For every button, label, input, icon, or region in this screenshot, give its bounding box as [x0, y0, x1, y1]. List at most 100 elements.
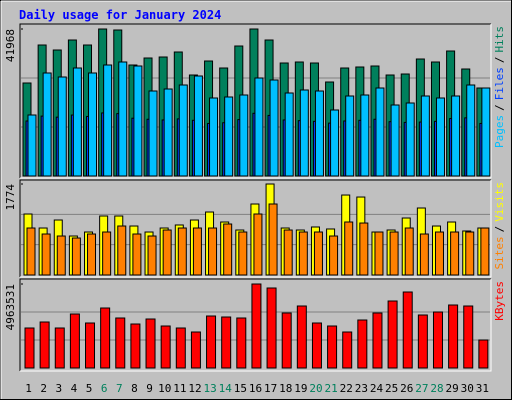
bar: [254, 77, 264, 177]
bar: [251, 283, 262, 369]
bar: [268, 203, 278, 276]
legend-entry: Pages: [493, 115, 506, 148]
bar: [160, 325, 171, 369]
bar: [148, 90, 158, 177]
bar: [72, 67, 82, 177]
legend: Pages / Files / Hits: [493, 26, 506, 148]
bar: [193, 75, 203, 177]
bar: [451, 95, 461, 177]
bar: [313, 231, 323, 276]
bar: [87, 233, 97, 276]
bar: [221, 316, 232, 369]
bar: [465, 231, 475, 276]
panel-bevel: [20, 180, 492, 278]
bar: [41, 233, 51, 276]
bar: [448, 304, 459, 369]
x-tick-label: 10: [158, 382, 171, 395]
bar: [466, 84, 476, 177]
bar: [266, 287, 277, 369]
x-tick-label: 19: [294, 382, 307, 395]
legend: Sites / Visits: [493, 182, 506, 270]
bar: [175, 327, 186, 369]
bar: [481, 87, 491, 177]
bar: [163, 88, 173, 177]
bar: [390, 104, 400, 177]
bar: [387, 300, 398, 369]
x-tick-label: 2: [40, 382, 47, 395]
y-tick-label: 1774: [4, 184, 17, 211]
bar: [39, 321, 50, 369]
bar: [209, 97, 219, 177]
x-tick-label: 7: [116, 382, 123, 395]
bar: [311, 322, 322, 369]
x-tick-label: 4: [71, 382, 78, 395]
bar: [342, 331, 353, 369]
bar: [478, 339, 489, 369]
bar: [224, 96, 234, 177]
x-tick-label: 11: [173, 382, 186, 395]
bar: [103, 64, 113, 177]
bar: [190, 331, 201, 369]
legend-entry: Visits: [493, 182, 506, 222]
x-tick-label: 23: [355, 382, 368, 395]
bar: [117, 225, 127, 276]
x-tick-label: 18: [279, 382, 292, 395]
x-tick-label: 22: [340, 382, 353, 395]
bar: [145, 318, 156, 369]
x-tick-label: 1: [25, 382, 32, 395]
x-tick-label: 9: [146, 382, 153, 395]
panel-bevel: [19, 23, 491, 178]
bar: [357, 319, 368, 369]
x-tick-label: 21: [325, 382, 338, 395]
bar: [420, 95, 430, 177]
bar: [147, 235, 157, 276]
bar: [162, 229, 172, 276]
bar: [463, 305, 474, 369]
legend-separator: /: [493, 104, 506, 111]
bar: [54, 327, 65, 369]
bar: [374, 231, 384, 276]
legend-entry: Sites: [493, 236, 506, 269]
bar: [85, 322, 96, 369]
bar: [238, 231, 248, 276]
bar: [450, 231, 460, 276]
bar: [223, 223, 233, 276]
bar: [432, 311, 443, 369]
bar: [345, 95, 355, 177]
bar: [208, 227, 218, 276]
bar: [298, 231, 308, 276]
bar: [71, 237, 81, 276]
y-tick-label: 41968: [4, 29, 17, 62]
bar: [253, 213, 263, 276]
bar: [56, 235, 66, 276]
bar: [405, 102, 415, 177]
panel-bevel: [20, 24, 492, 179]
bar: [417, 314, 428, 369]
x-tick-label: 13: [203, 382, 216, 395]
legend-entry: Hits: [493, 26, 506, 53]
x-tick-label: 30: [461, 382, 474, 395]
bar: [360, 94, 370, 177]
x-tick-label: 15: [234, 382, 247, 395]
bar: [69, 313, 80, 369]
x-tick-label: 12: [188, 382, 201, 395]
bar: [434, 231, 444, 276]
bar: [435, 97, 445, 177]
x-tick-label: 24: [370, 382, 384, 395]
bar: [375, 87, 385, 177]
legend: KBytes: [493, 281, 506, 321]
x-tick-label: 8: [131, 382, 138, 395]
bar: [132, 233, 142, 276]
bar: [177, 227, 187, 276]
bar: [327, 325, 338, 369]
bar: [284, 92, 294, 177]
bar: [330, 109, 340, 177]
bar: [402, 291, 413, 369]
bar: [130, 323, 141, 369]
panel-bevel: [19, 278, 491, 371]
bar: [296, 305, 307, 369]
legend-entry: KBytes: [493, 281, 506, 321]
bar: [281, 312, 292, 369]
legend-entry: Files: [493, 67, 506, 100]
panel-bevel: [20, 279, 492, 372]
